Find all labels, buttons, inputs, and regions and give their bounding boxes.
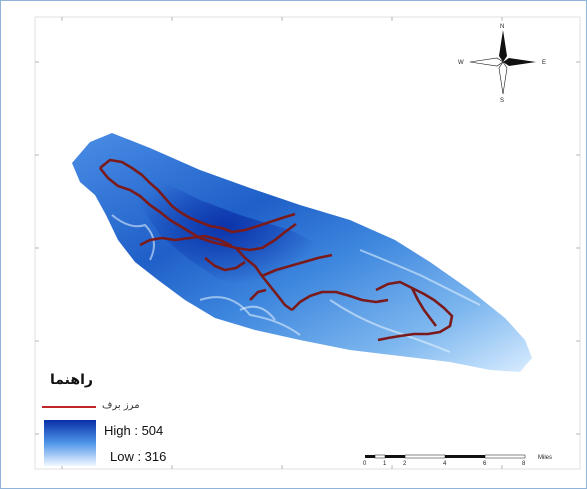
ridge-highlights (111, 214, 481, 353)
north-label-w: W (458, 60, 464, 66)
snow-boundary (98, 158, 454, 342)
scale-tick-1: 1 (383, 461, 387, 467)
legend-high-label: High : 504 (104, 423, 164, 438)
scale-tick-6: 6 (483, 461, 487, 467)
scale-tick-8: 8 (522, 461, 526, 467)
north-label-n: N (500, 24, 504, 30)
scale-tick-0: 0 (363, 461, 367, 467)
legend-title: راهنما (50, 372, 93, 388)
legend-gradient-swatch (44, 420, 96, 466)
graticule-ticks (35, 17, 580, 469)
north-arrow: N S E W (458, 24, 546, 104)
scale-tick-2: 2 (403, 461, 407, 467)
scale-tick-4: 4 (443, 461, 447, 467)
neatline (34, 16, 581, 470)
legend-line-label: مرز برف (102, 400, 140, 411)
scale-bar: 0 1 2 4 6 8 Miles (363, 454, 552, 467)
legend-low-label: Low : 316 (110, 449, 167, 464)
north-label-s: S (500, 98, 504, 104)
north-label-e: E (542, 60, 546, 66)
scale-unit: Miles (538, 455, 552, 461)
